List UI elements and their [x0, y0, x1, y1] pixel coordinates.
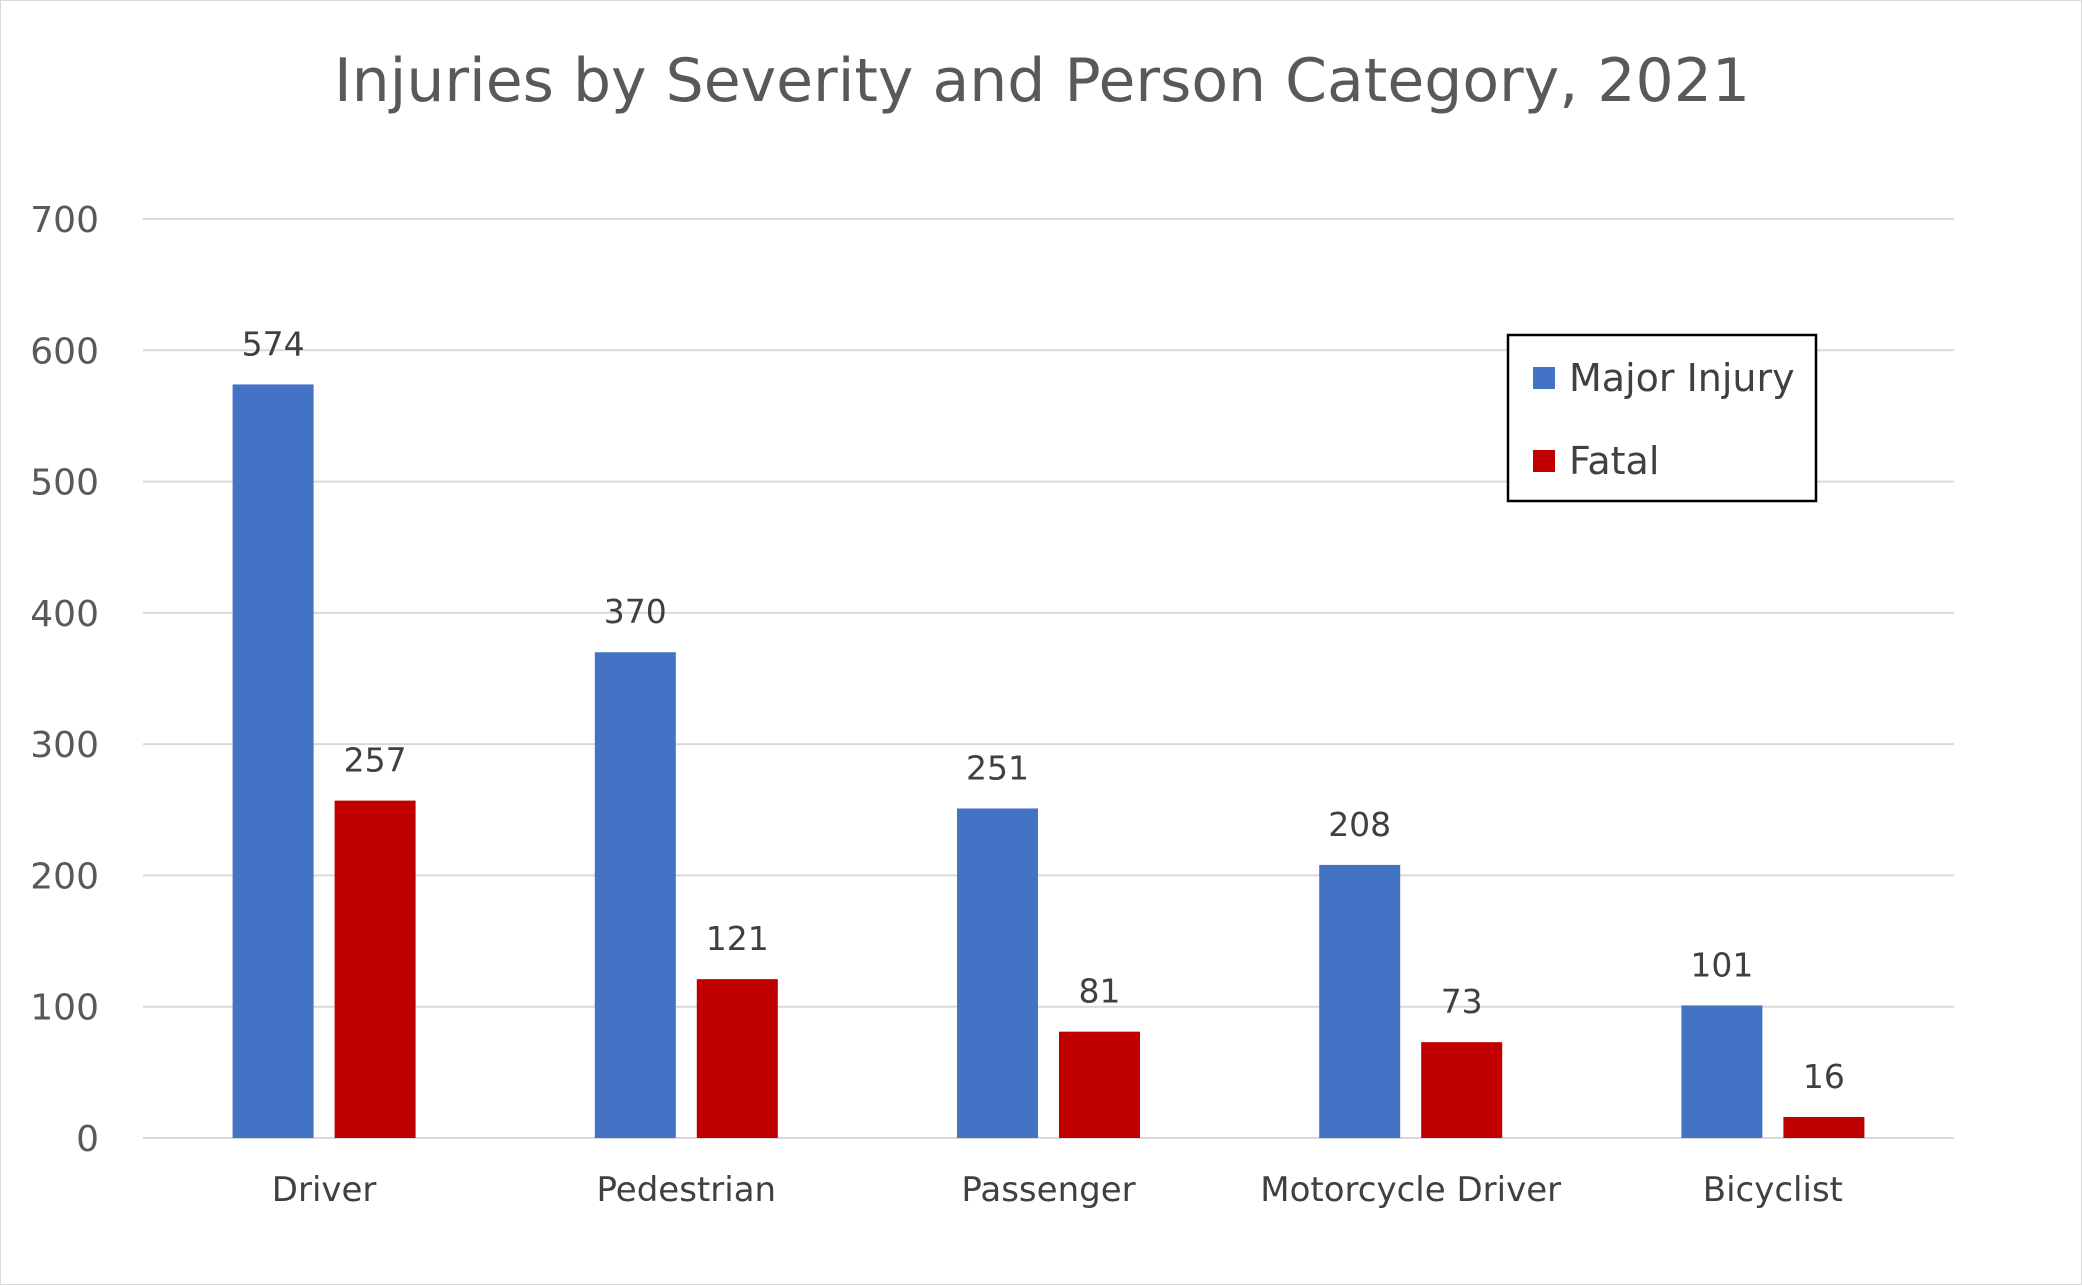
bar-pedestrian-major-injury [594, 652, 676, 1138]
data-label-passenger-fatal: 81 [1079, 972, 1121, 1011]
bar-bicyclist-fatal [1783, 1116, 1865, 1138]
data-label-motorcycle-driver-major-injury: 208 [1328, 805, 1391, 844]
x-category-label-pedestrian: Pedestrian [597, 1170, 777, 1210]
x-category-label-passenger: Passenger [961, 1170, 1135, 1210]
x-category-label-motorcycle-driver: Motorcycle Driver [1260, 1170, 1561, 1210]
data-label-pedestrian-major-injury: 370 [604, 592, 667, 631]
y-tick-label-100: 100 [30, 988, 99, 1029]
data-label-driver-fatal: 257 [344, 741, 407, 780]
gridlines [143, 218, 1954, 1139]
data-labels: 574 257 370 121 251 81 208 73 101 16 [242, 324, 1845, 1096]
x-category-label-bicyclist: Bicyclist [1703, 1170, 1843, 1210]
x-category-label-driver: Driver [272, 1170, 377, 1210]
bar-motorcycle-driver-fatal [1421, 1042, 1503, 1138]
y-tick-label-200: 200 [30, 856, 99, 897]
legend: Major Injury Fatal [1506, 333, 1818, 503]
legend-swatch-major-injury [1533, 367, 1555, 389]
y-tick-label-300: 300 [30, 725, 99, 766]
legend-label-fatal: Fatal [1569, 439, 1659, 483]
y-tick-label-0: 0 [76, 1119, 99, 1160]
x-axis-category-labels: Driver Pedestrian Passenger Motorcycle Driv… [272, 1170, 1843, 1210]
bar-driver-major-injury [232, 384, 314, 1138]
data-label-motorcycle-driver-fatal: 73 [1441, 982, 1483, 1021]
bar-passenger-fatal [1059, 1031, 1140, 1138]
chart-title: Injuries by Severity and Person Category… [334, 46, 1750, 116]
data-label-bicyclist-major-injury: 101 [1690, 945, 1753, 984]
bar-pedestrian-fatal [696, 979, 778, 1138]
data-label-passenger-major-injury: 251 [966, 748, 1029, 787]
y-tick-label-400: 400 [30, 594, 99, 635]
legend-swatch-fatal [1533, 450, 1555, 472]
y-axis-tick-labels: 0 100 200 300 400 500 600 700 [30, 200, 99, 1160]
y-tick-label-700: 700 [30, 200, 99, 241]
legend-box [1506, 333, 1818, 503]
legend-label-major-injury: Major Injury [1569, 356, 1795, 400]
bar-driver-fatal [334, 800, 416, 1138]
bar-passenger-major-injury [957, 808, 1038, 1138]
data-label-driver-major-injury: 574 [242, 324, 305, 363]
y-tick-label-500: 500 [30, 463, 99, 504]
y-tick-label-600: 600 [30, 331, 99, 372]
data-label-bicyclist-fatal: 16 [1803, 1057, 1845, 1096]
bars [232, 384, 1865, 1138]
bar-bicyclist-major-injury [1681, 1005, 1763, 1138]
data-label-pedestrian-fatal: 121 [706, 919, 769, 958]
bar-motorcycle-driver-major-injury [1319, 864, 1401, 1138]
